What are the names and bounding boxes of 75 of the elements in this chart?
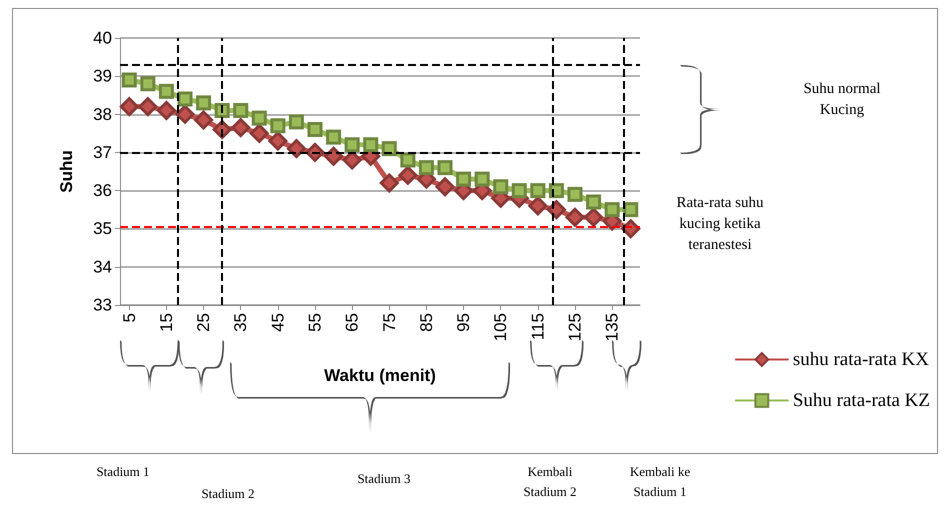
point [196, 95, 212, 110]
x-axis-title: Waktu (menit) [324, 366, 436, 385]
point [176, 104, 194, 124]
point [604, 202, 620, 218]
point [158, 84, 174, 99]
x-tick-label: 85 [416, 313, 436, 332]
point [178, 92, 192, 107]
legend-label: Suhu rata-rata KZ [792, 390, 930, 411]
point [286, 139, 306, 158]
point [288, 114, 304, 130]
point [326, 130, 342, 145]
point [122, 72, 137, 88]
x-tick-label: 65 [342, 313, 362, 332]
point [120, 97, 139, 116]
point [584, 208, 604, 227]
y-tick-label: 37 [93, 142, 112, 162]
point [324, 146, 344, 166]
y-tick-label: 39 [93, 66, 112, 86]
point [231, 118, 250, 138]
point [530, 183, 546, 198]
y-tick-label: 38 [93, 104, 112, 124]
point [398, 166, 418, 185]
point [528, 196, 548, 216]
x-tick-label: 75 [380, 313, 399, 332]
x-tick-label: 135 [602, 313, 622, 342]
point [194, 110, 214, 130]
point [436, 177, 454, 196]
point [568, 186, 582, 202]
point [233, 102, 248, 118]
text: Suhu normal Kucing [802, 80, 882, 120]
point [512, 183, 527, 198]
point [252, 110, 267, 126]
x-tick-label: 55 [306, 313, 324, 332]
point [156, 100, 176, 120]
x-tick-label: 45 [268, 313, 288, 332]
point [138, 97, 158, 116]
point [363, 137, 378, 152]
point [308, 122, 322, 138]
point [344, 137, 360, 152]
point [474, 172, 490, 187]
point [268, 131, 288, 150]
text: Kembali ke Stadium 1 [628, 463, 692, 500]
x-tick-label: 125 [566, 313, 584, 342]
text: Stadium 3 [356, 470, 412, 488]
y-tick-label: 33 [93, 296, 112, 314]
x-tick-label: 105 [491, 313, 510, 342]
y-tick-label: 40 [93, 28, 112, 48]
x-tick-label: 95 [454, 313, 474, 332]
point [456, 172, 472, 187]
x-tick-label: 25 [194, 313, 214, 332]
point [270, 118, 286, 134]
text: Stadium 1 [95, 463, 151, 481]
text: Kembali Stadium 2 [522, 463, 578, 500]
point [623, 202, 638, 218]
point [400, 152, 416, 168]
point [566, 208, 584, 227]
x-tick-label: 15 [156, 313, 176, 332]
ref-line-label: Rata-rata suhu kucing ketika teranestesi [675, 194, 765, 255]
legend-label: suhu rata-rata KX [792, 349, 930, 370]
x-tick-label: 115 [528, 313, 548, 340]
y-tick-label: 35 [93, 219, 112, 238]
y-tick-label: 34 [93, 257, 112, 276]
point [140, 76, 156, 92]
point [250, 124, 269, 143]
text: Stadium 2 [200, 485, 256, 503]
x-tick-label: 5 [120, 313, 139, 322]
y-axis-title: Suhu [57, 150, 76, 193]
point [546, 200, 566, 220]
x-tick-label: 35 [231, 313, 250, 332]
point [438, 160, 452, 176]
point [586, 194, 602, 210]
y-tick-label: 36 [93, 181, 112, 200]
point [493, 179, 508, 194]
point [418, 160, 434, 176]
point [380, 173, 399, 192]
